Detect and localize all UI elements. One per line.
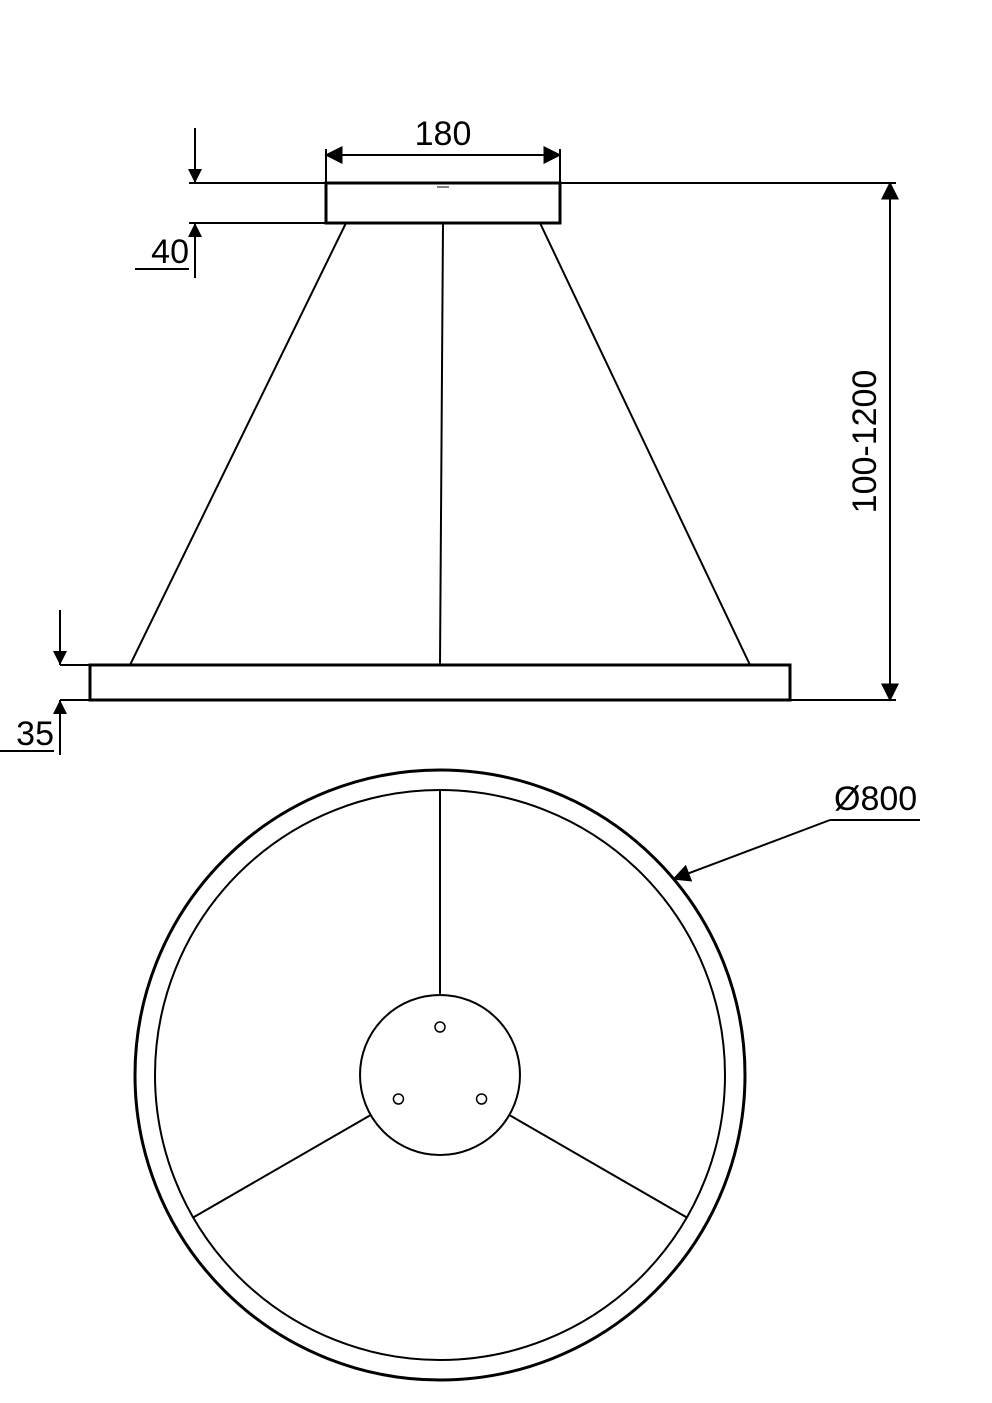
dim-ring-height: 35 — [16, 715, 54, 753]
dim-overall-height: 100-1200 — [846, 370, 884, 514]
dim-canopy-width: 180 — [415, 115, 472, 153]
technical-drawing: 180 40 35 100-1200 Ø800 — [0, 0, 992, 1403]
dim-canopy-height: 40 — [151, 233, 189, 271]
dim-ring-diameter: Ø800 — [834, 780, 917, 818]
